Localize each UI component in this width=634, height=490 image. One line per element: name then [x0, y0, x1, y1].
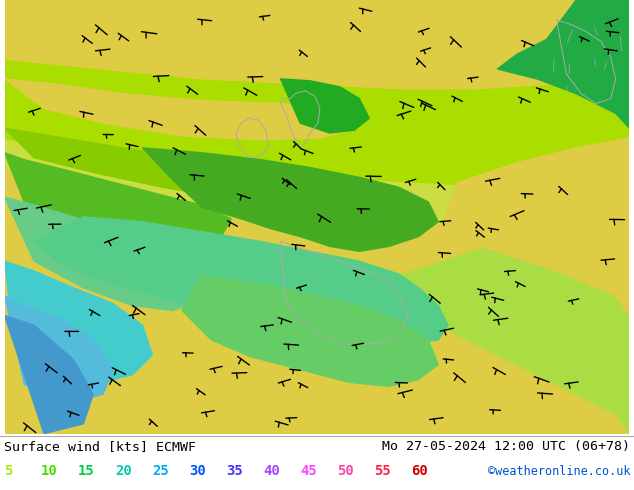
Text: 40: 40: [263, 464, 280, 478]
Text: ©weatheronline.co.uk: ©weatheronline.co.uk: [488, 465, 630, 478]
Text: 10: 10: [41, 464, 58, 478]
Text: 45: 45: [300, 464, 317, 478]
Text: 50: 50: [337, 464, 354, 478]
Text: 20: 20: [115, 464, 132, 478]
Text: 15: 15: [78, 464, 94, 478]
Text: Surface wind [kts] ECMWF: Surface wind [kts] ECMWF: [4, 440, 196, 453]
Polygon shape: [280, 79, 369, 133]
Polygon shape: [182, 276, 438, 386]
Polygon shape: [4, 261, 152, 384]
Polygon shape: [4, 0, 630, 227]
Text: 60: 60: [411, 464, 428, 478]
Text: 35: 35: [226, 464, 243, 478]
Polygon shape: [497, 0, 630, 128]
Text: 30: 30: [189, 464, 206, 478]
Polygon shape: [4, 128, 379, 212]
Polygon shape: [34, 217, 448, 345]
Polygon shape: [4, 0, 630, 89]
Text: 5: 5: [4, 464, 13, 478]
Polygon shape: [379, 237, 630, 434]
Polygon shape: [4, 316, 93, 434]
Polygon shape: [4, 295, 113, 404]
Polygon shape: [143, 148, 438, 251]
Polygon shape: [438, 138, 630, 316]
Text: 25: 25: [152, 464, 169, 478]
Polygon shape: [4, 0, 630, 168]
Text: Mo 27-05-2024 12:00 UTC (06+78): Mo 27-05-2024 12:00 UTC (06+78): [382, 440, 630, 453]
Polygon shape: [4, 0, 359, 140]
Text: 55: 55: [374, 464, 391, 478]
Polygon shape: [4, 197, 212, 311]
Polygon shape: [4, 0, 630, 197]
Polygon shape: [4, 153, 231, 242]
